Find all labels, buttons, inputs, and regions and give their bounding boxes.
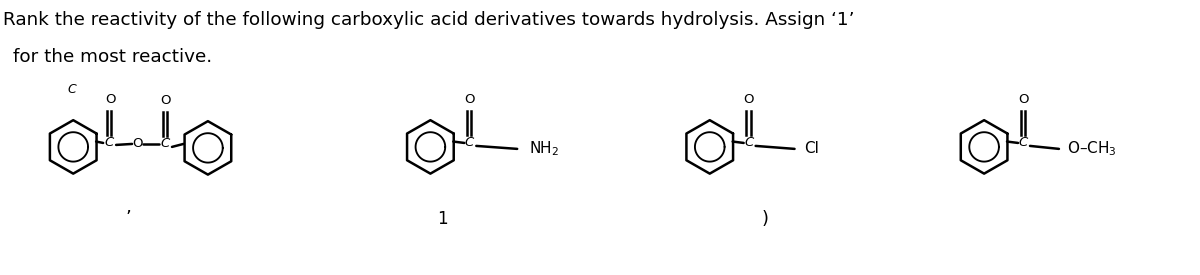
Text: O: O: [1018, 93, 1028, 106]
Text: ’: ’: [125, 209, 131, 227]
Text: C: C: [68, 83, 77, 97]
Text: NH$_2$: NH$_2$: [529, 139, 559, 158]
Text: C: C: [104, 136, 114, 149]
Text: Rank the reactivity of the following carboxylic acid derivatives towards hydroly: Rank the reactivity of the following car…: [4, 11, 854, 29]
Text: O: O: [464, 93, 474, 106]
Text: C: C: [1019, 136, 1027, 149]
Text: O: O: [132, 138, 143, 150]
Text: Cl: Cl: [804, 141, 820, 156]
Text: C: C: [744, 136, 754, 149]
Text: for the most reactive.: for the most reactive.: [13, 48, 212, 66]
Text: C: C: [161, 138, 169, 150]
Text: O–CH$_3$: O–CH$_3$: [1067, 139, 1117, 158]
Text: O: O: [104, 93, 115, 106]
Text: C: C: [464, 136, 474, 149]
Text: O: O: [744, 93, 754, 106]
Text: ): ): [761, 210, 768, 228]
Text: 1: 1: [437, 210, 448, 228]
Text: O: O: [160, 94, 170, 107]
